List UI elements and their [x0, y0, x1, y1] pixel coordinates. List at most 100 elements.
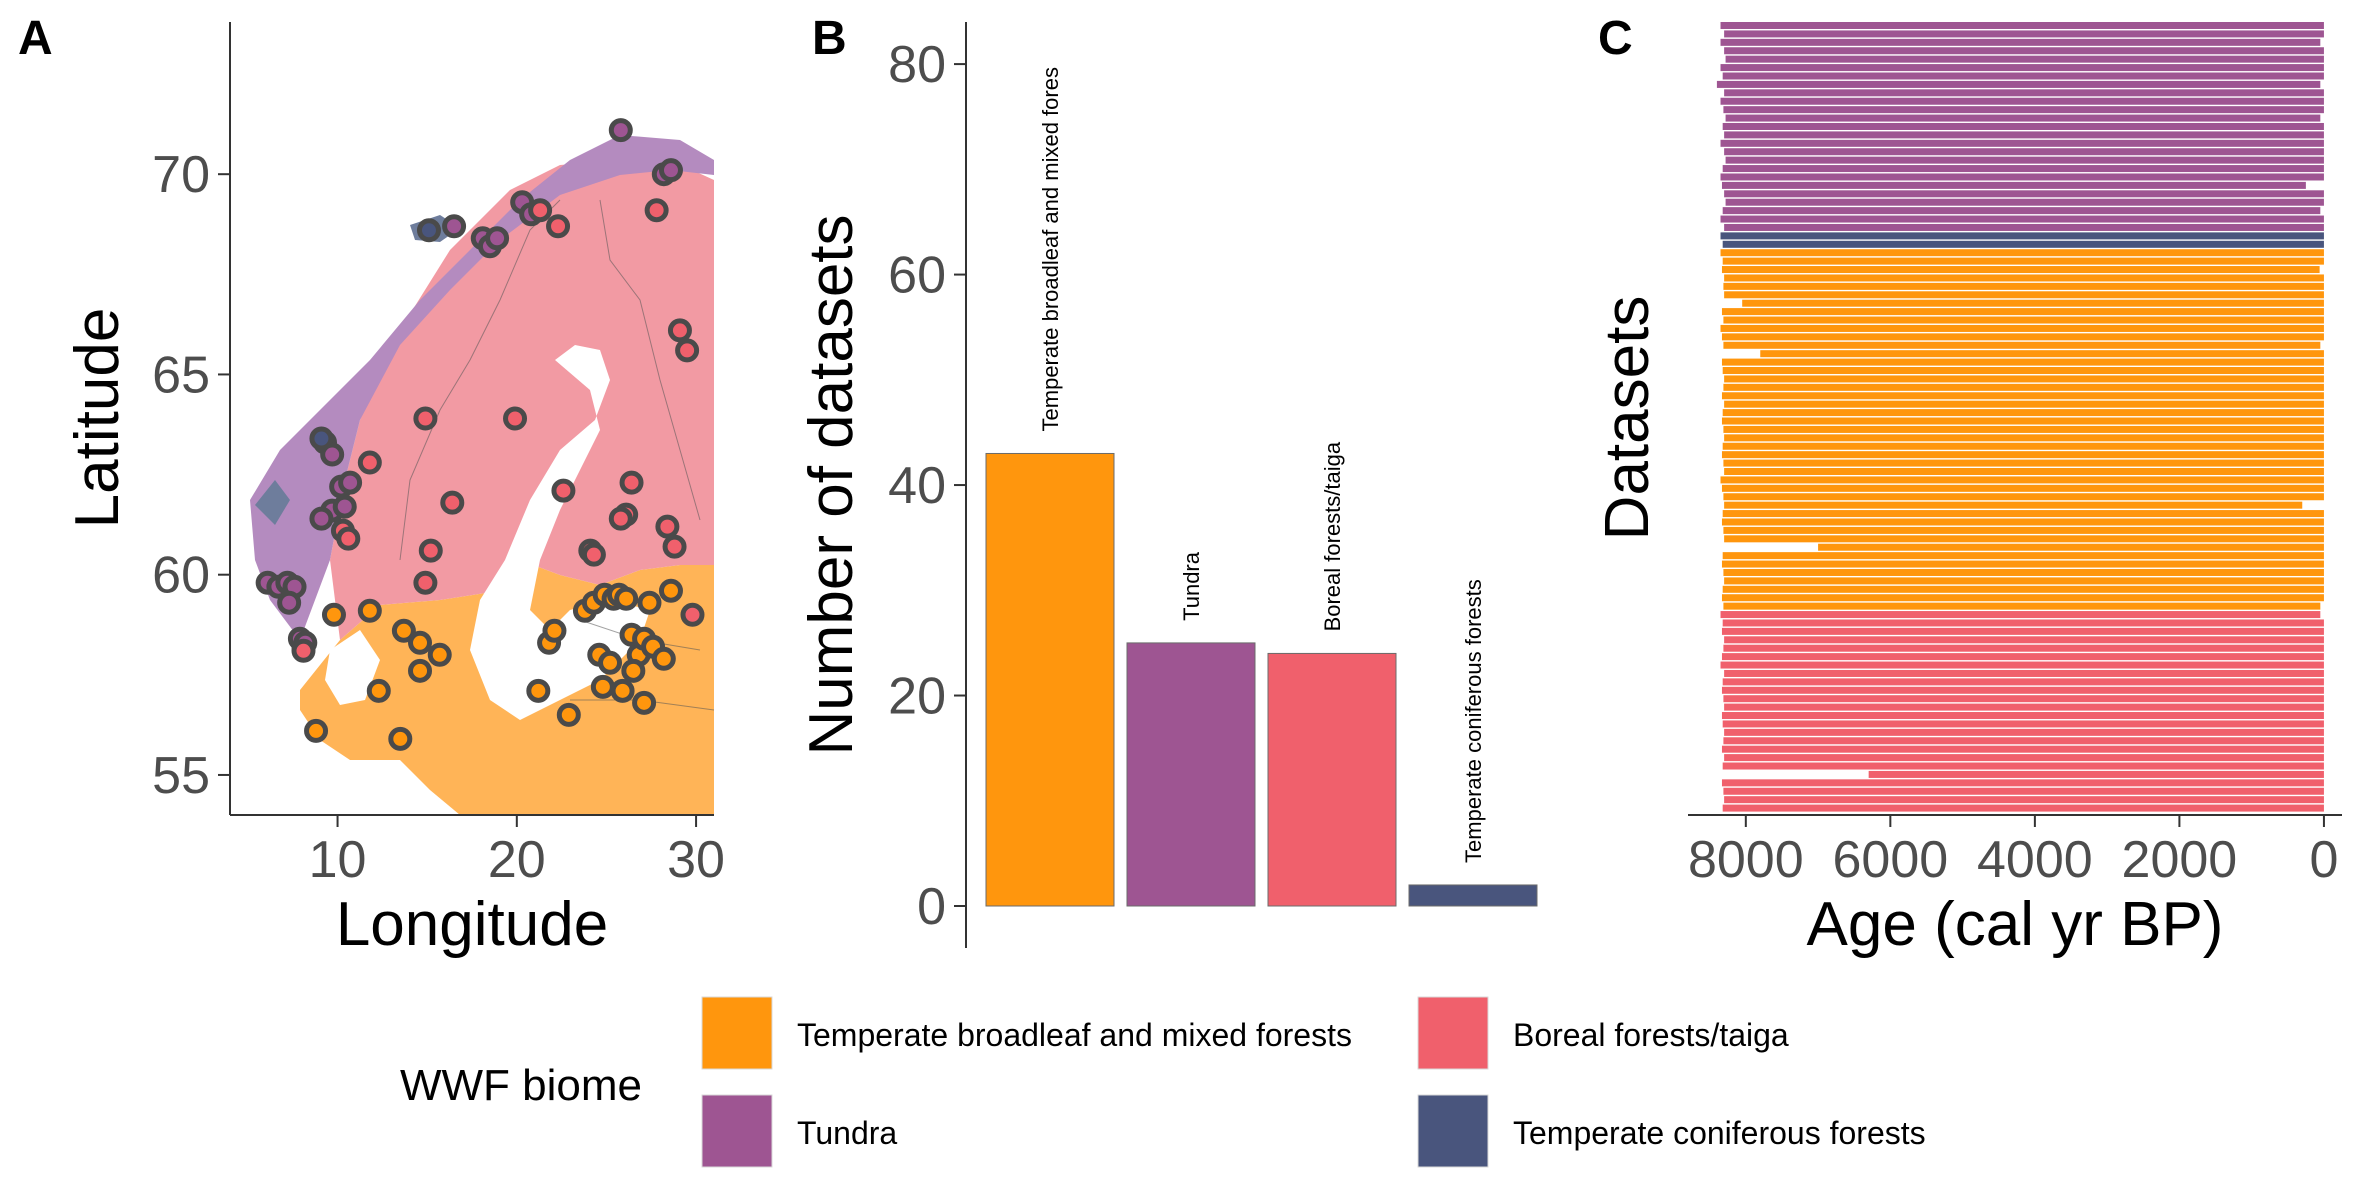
- map-site-point: [581, 542, 606, 567]
- dataset-range-bar: [1724, 400, 2324, 408]
- dataset-range-bar: [1725, 55, 2324, 63]
- dataset-range-bar: [1742, 299, 2324, 307]
- dataset-range-bar: [1721, 686, 2324, 694]
- map-site-point: [655, 514, 680, 539]
- map-site-point: [608, 118, 633, 143]
- dataset-range-bar: [1723, 602, 2321, 610]
- dataset-range-bar: [1722, 207, 2321, 215]
- dataset-range-bar: [1724, 30, 2324, 38]
- dataset-range-bar: [1723, 341, 2321, 349]
- dataset-range-bar: [1724, 434, 2324, 442]
- map-site-point: [408, 658, 433, 683]
- bar-category-label: Tundra: [1179, 551, 1204, 621]
- dataset-range-bar: [1725, 198, 2324, 206]
- y-tick-label: 20: [888, 668, 946, 726]
- y-tick-label: 70: [152, 146, 210, 204]
- dataset-range-bar: [1724, 636, 2324, 644]
- dataset-range-bar: [1720, 324, 2324, 332]
- map-site-point: [413, 406, 438, 431]
- dataset-range-bar: [1722, 409, 2324, 417]
- panel-a-x-ticks: 10 20 30: [309, 815, 725, 889]
- map-site-point: [408, 630, 433, 655]
- dataset-range-bar: [1721, 392, 2324, 400]
- x-tick-label: 20: [488, 831, 546, 889]
- y-tick-label: 0: [917, 878, 946, 936]
- x-tick-label: 6000: [1832, 831, 1948, 889]
- dataset-range-bar: [1724, 274, 2324, 282]
- dataset-range-bar: [1724, 796, 2324, 804]
- map-site-point: [637, 590, 662, 615]
- dataset-range-bar: [1725, 114, 2321, 122]
- map-water: [470, 345, 650, 720]
- map-site-point: [309, 426, 334, 451]
- dataset-range-bar: [1720, 64, 2324, 72]
- dataset-range-bar: [1720, 476, 2324, 484]
- dataset-range-bar: [1722, 619, 2324, 627]
- legend-label-temperate-broadleaf: Temperate broadleaf and mixed forests: [797, 1017, 1352, 1053]
- dataset-range-bar: [1720, 249, 2324, 257]
- dataset-range-bar: [1720, 139, 2324, 147]
- dataset-range-bar: [1722, 585, 2324, 593]
- bar-category-label: Temperate broadleaf and mixed fores: [1038, 67, 1063, 431]
- map-site-point: [336, 526, 361, 551]
- map-site-point: [598, 650, 623, 675]
- map-site-point: [413, 570, 438, 595]
- dataset-range-bar: [1722, 720, 2324, 728]
- dataset-range-bar: [1724, 47, 2324, 55]
- map-site-point: [277, 590, 302, 615]
- dataset-range-bar: [1722, 257, 2324, 265]
- map-site-point: [416, 218, 441, 243]
- y-tick-label: 55: [152, 747, 210, 805]
- dataset-range-bar: [1724, 577, 2324, 585]
- dataset-range-bar: [1724, 467, 2324, 476]
- dataset-range-bar: [1723, 106, 2324, 114]
- dataset-range-bar: [1723, 787, 2324, 795]
- dataset-range-bar: [1721, 712, 2324, 720]
- dataset-range-bar: [1722, 442, 2324, 450]
- dataset-range-bar: [1722, 367, 2324, 375]
- legend-key-tundra: [701, 1094, 773, 1168]
- dataset-range-bar: [1724, 669, 2324, 677]
- dataset-range-bar: [1722, 165, 2324, 173]
- map-site-point: [632, 690, 657, 715]
- dataset-range-bar: [1723, 526, 2324, 534]
- map-site-point: [658, 578, 683, 603]
- dataset-range-bar: [1721, 627, 2324, 635]
- map-site-point: [542, 618, 567, 643]
- map-site-point: [366, 678, 391, 703]
- dataset-range-bar: [1725, 156, 2324, 164]
- dataset-range-bar: [1724, 703, 2324, 711]
- dataset-range-bar: [1724, 223, 2324, 231]
- y-tick-label: 60: [152, 547, 210, 605]
- bar: [1267, 652, 1397, 907]
- bar-category-label: Temperate coniferous forests: [1461, 579, 1486, 863]
- map-site-point: [427, 642, 452, 667]
- map-site-point: [357, 598, 382, 623]
- panel-c-dataset-bars: [1716, 22, 2324, 812]
- panel-letter-b: B: [812, 12, 847, 65]
- panel-letter-c: C: [1598, 12, 1633, 65]
- dataset-range-bar: [1721, 266, 2320, 274]
- map-site-point: [388, 726, 413, 751]
- legend-label-boreal: Boreal forests/taiga: [1513, 1017, 1789, 1053]
- dataset-range-bar: [1724, 148, 2324, 156]
- panel-c-y-axis-title: Datasets: [1593, 296, 1662, 541]
- dataset-range-bar: [1723, 459, 2324, 467]
- x-tick-label: 8000: [1688, 831, 1804, 889]
- y-tick-label: 65: [152, 346, 210, 404]
- y-tick-label: 80: [888, 36, 946, 94]
- dataset-range-bar: [1724, 131, 2324, 139]
- dataset-range-bar: [1722, 804, 2324, 812]
- map-site-point: [680, 602, 705, 627]
- panel-c-x-axis-title: Age (cal yr BP): [1807, 890, 2224, 959]
- map-site-point: [590, 674, 615, 699]
- dataset-range-bar: [1722, 72, 2324, 80]
- bar: [1408, 884, 1538, 907]
- legend: WWF biome Temperate broadleaf and mixed …: [400, 996, 1926, 1168]
- bar-category-label: Boreal forests/taiga: [1320, 441, 1345, 631]
- map-site-point: [675, 338, 700, 363]
- map-border: [599, 199, 701, 521]
- x-tick-label: 10: [309, 831, 367, 889]
- map-site-point: [608, 506, 633, 531]
- map-site-point: [551, 478, 576, 503]
